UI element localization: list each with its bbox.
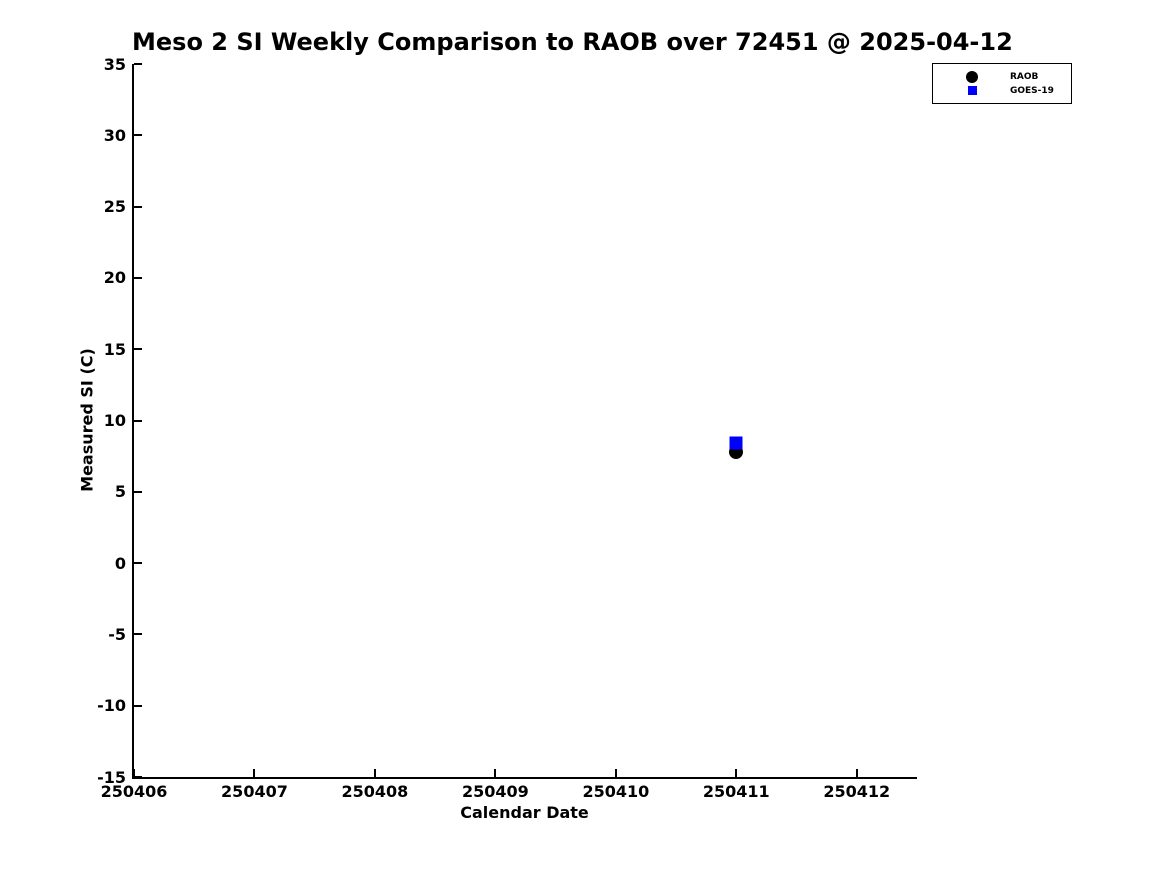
legend-marker-box — [966, 70, 978, 83]
y-tick-mark — [134, 63, 142, 65]
y-tick-mark — [134, 134, 142, 137]
x-tick-mark — [373, 769, 376, 777]
x-tick-mark — [494, 769, 497, 777]
y-tick-mark — [134, 348, 142, 351]
y-tick-label: 35 — [103, 54, 126, 74]
legend-entry-raob: RAOB — [933, 70, 1071, 84]
legend: RAOB GOES-19 — [932, 63, 1072, 104]
x-tick-label: 250406 — [100, 782, 168, 801]
x-tick-mark — [133, 769, 135, 777]
y-tick-label: 20 — [103, 268, 126, 288]
chart-title: Meso 2 SI Weekly Comparison to RAOB over… — [132, 28, 1013, 56]
y-tick-mark — [134, 704, 142, 707]
raob-legend-marker-icon — [966, 70, 978, 83]
y-tick-label: 25 — [103, 197, 126, 217]
y-tick-mark — [134, 562, 142, 565]
x-tick-label: 250411 — [702, 782, 770, 801]
y-tick-label: 5 — [114, 482, 126, 502]
x-tick-mark — [735, 769, 738, 777]
x-axis-label: Calendar Date — [460, 803, 589, 822]
y-tick-label: 0 — [114, 553, 126, 573]
y-tick-label: -5 — [108, 624, 126, 644]
x-tick-mark — [253, 769, 256, 777]
y-tick-mark — [134, 276, 142, 279]
legend-entry-goes-19: GOES-19 — [933, 84, 1071, 98]
legend-label: RAOB — [1010, 71, 1039, 82]
x-tick-label: 250407 — [221, 782, 288, 801]
x-tick-mark — [614, 769, 617, 777]
x-tick-label: 250410 — [582, 782, 650, 801]
y-tick-label: 10 — [103, 411, 126, 430]
y-tick-label: 15 — [103, 339, 126, 359]
y-tick-label: 30 — [103, 125, 126, 145]
goes-19-legend-marker-icon — [967, 86, 977, 95]
x-tick-mark — [855, 769, 858, 777]
legend-label: GOES-19 — [1010, 85, 1054, 96]
y-tick-mark — [134, 490, 142, 493]
y-tick-mark — [134, 205, 142, 208]
y-tick-mark — [134, 633, 142, 636]
y-tick-label: -10 — [97, 696, 126, 716]
y-tick-label: -15 — [97, 767, 126, 787]
x-tick-label: 250409 — [461, 782, 529, 801]
x-tick-label: 250412 — [823, 782, 891, 801]
plot-area — [132, 63, 917, 779]
x-tick-label: 250408 — [341, 782, 409, 801]
data-point-goes-19 — [729, 436, 743, 450]
y-tick-mark — [134, 419, 142, 422]
legend-marker-box — [966, 85, 978, 97]
y-tick-mark — [134, 776, 142, 778]
